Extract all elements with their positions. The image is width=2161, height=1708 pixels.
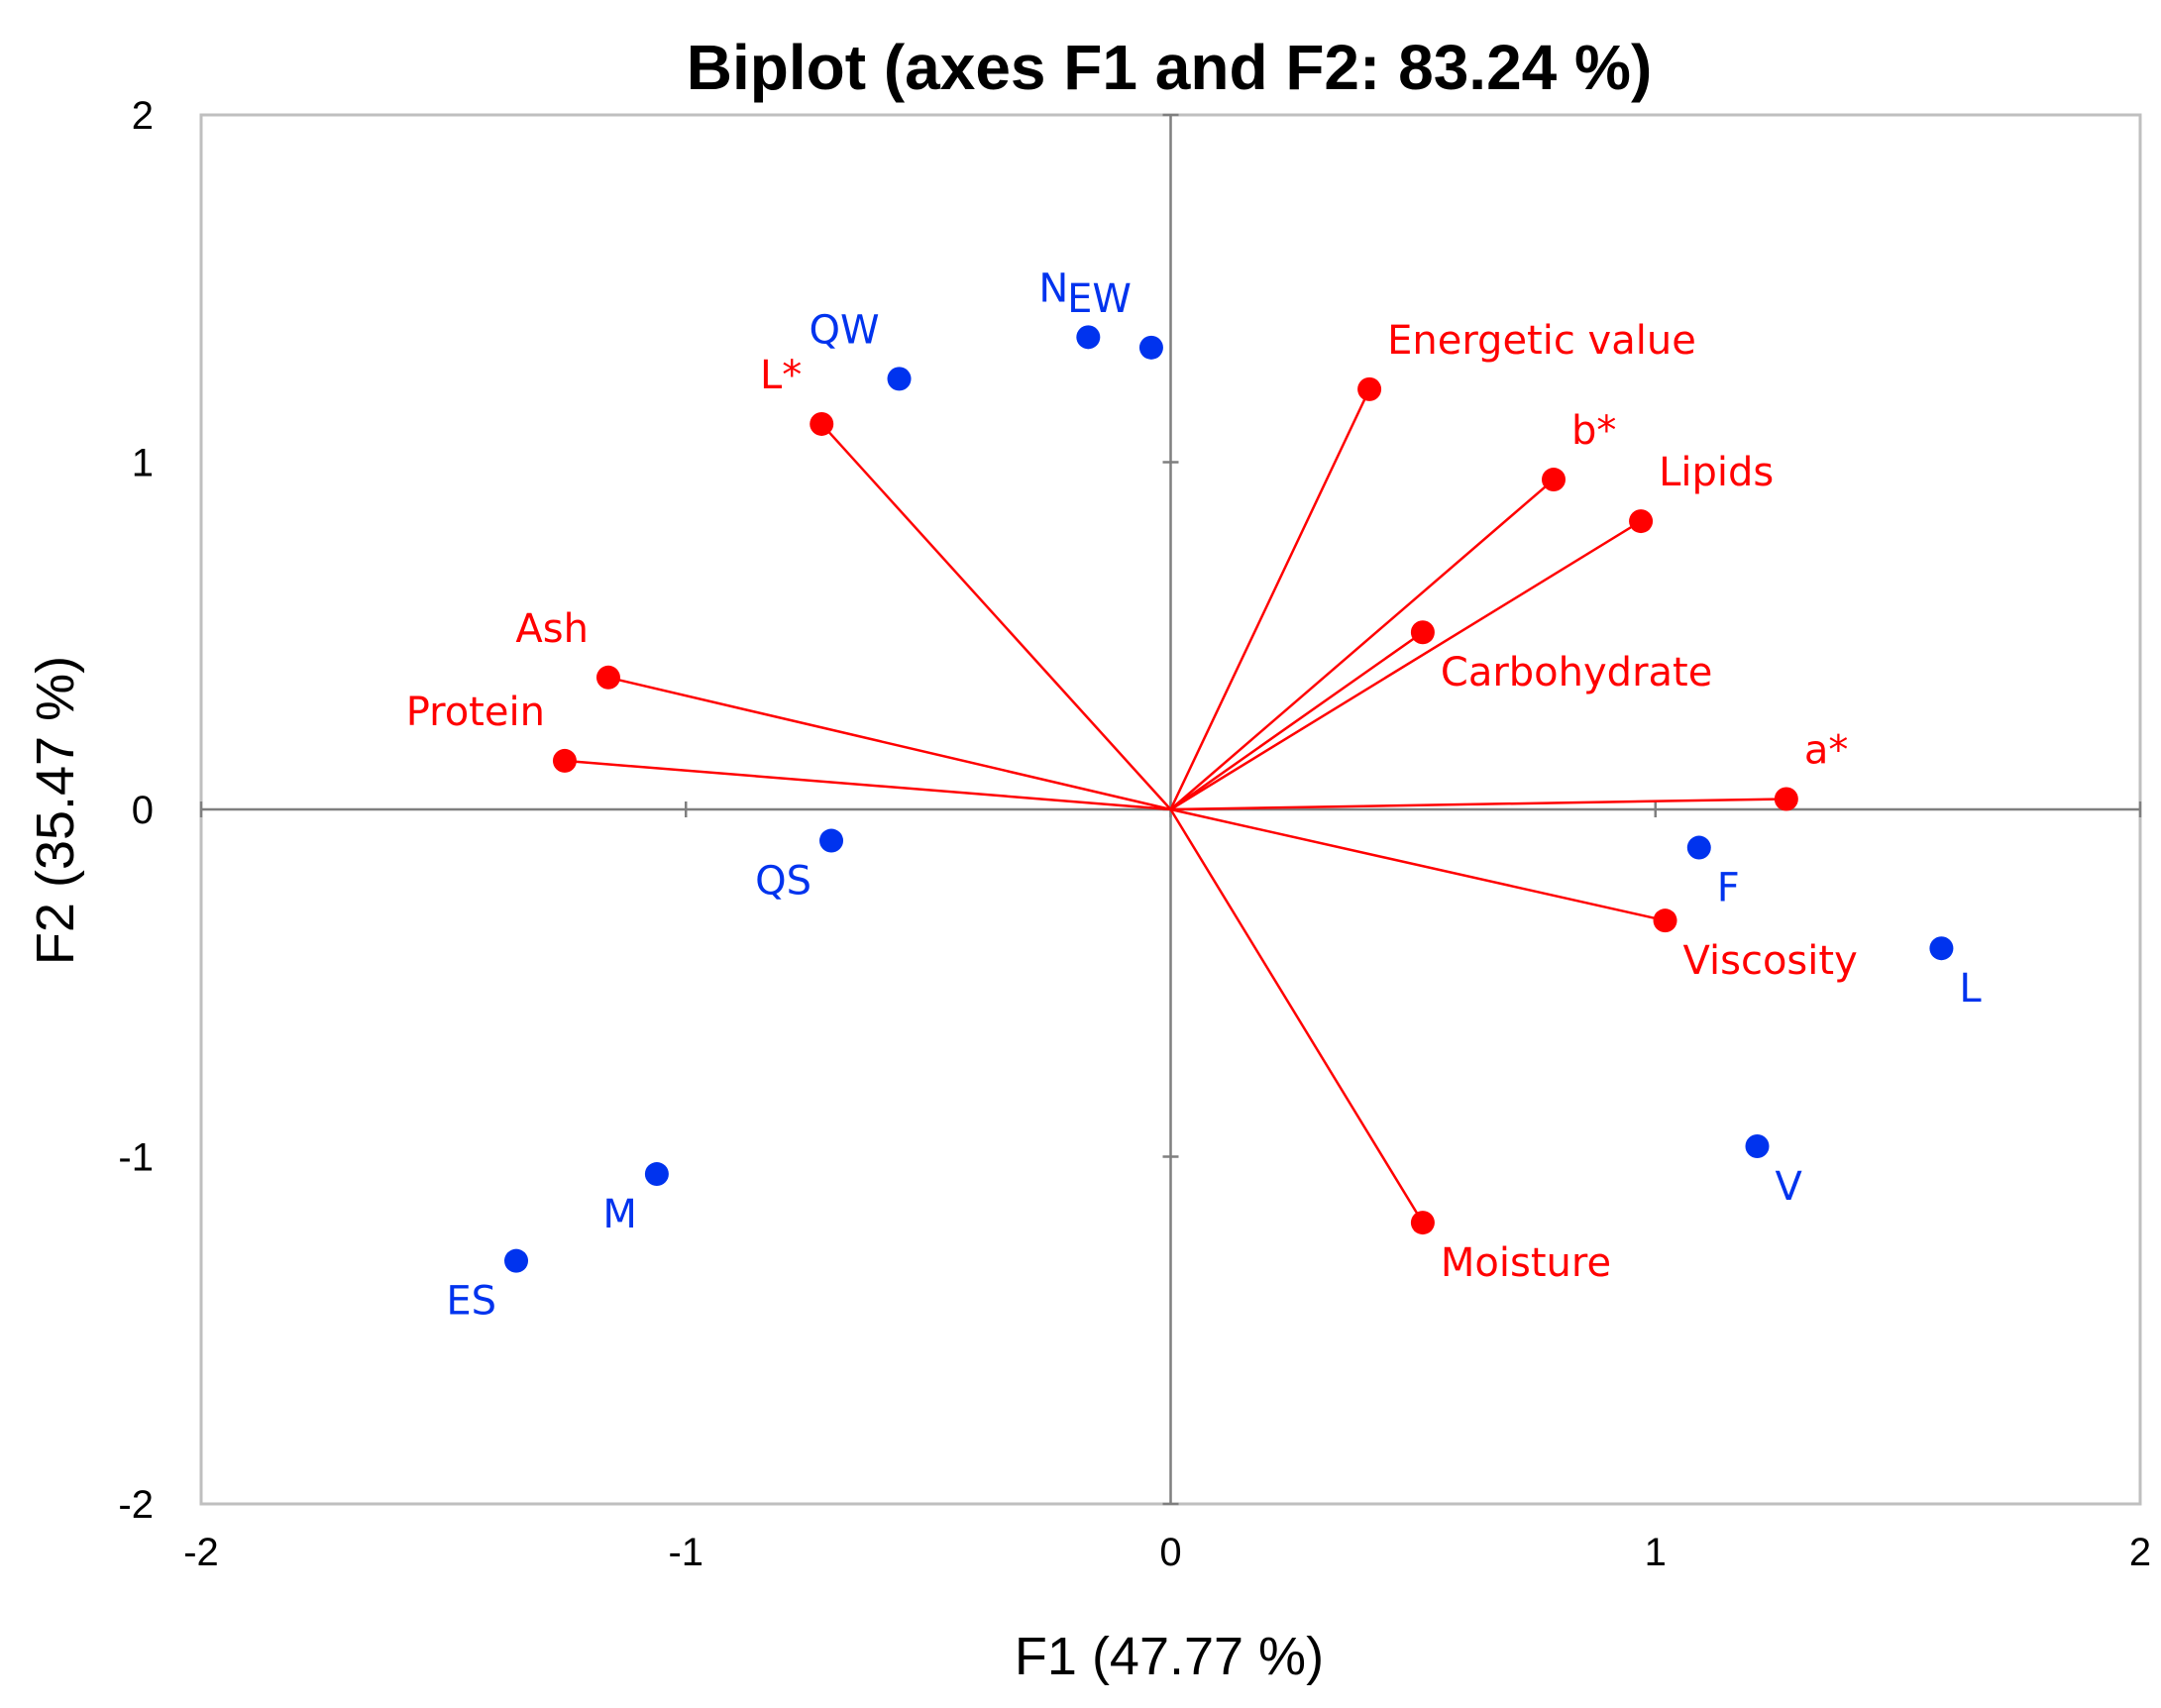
- label-carbohydrate: Carbohydrate: [1441, 650, 1712, 695]
- label-l-star: L*: [760, 353, 802, 398]
- label-qw: QW: [809, 307, 879, 353]
- vector-b-star: [1169, 479, 1555, 810]
- x-tick-label: -1: [668, 1531, 703, 1574]
- x-tick-label: 0: [1159, 1531, 1181, 1574]
- label-v: V: [1775, 1164, 1802, 1210]
- variable-vectors: [564, 388, 1786, 1224]
- label-moisture: Moisture: [1441, 1240, 1611, 1286]
- label-m: M: [602, 1192, 637, 1237]
- label-b-star: b*: [1571, 408, 1616, 454]
- vector-lipids: [1169, 520, 1642, 811]
- point-b-star: [1542, 468, 1567, 492]
- label-l: L: [1959, 966, 1982, 1012]
- point-carbohydrate: [1410, 620, 1435, 645]
- vector-carbohydrate: [1169, 631, 1424, 811]
- x-tick-label: 1: [1645, 1531, 1667, 1574]
- x-tick-label: 2: [2129, 1531, 2151, 1574]
- point-lipids: [1629, 509, 1654, 534]
- label-ew: EW: [1067, 276, 1132, 322]
- point-ash: [595, 665, 620, 690]
- axis-ticks: -2 -1 0 1 2 -2 -1 0 1 2: [118, 94, 2151, 1574]
- vector-ash: [607, 676, 1171, 811]
- label-qs: QS: [755, 859, 811, 905]
- y-tick-label: 0: [132, 789, 154, 832]
- x-tick-label: -2: [183, 1531, 219, 1574]
- point-labels: L* Energetic value b* Lipids Carbohydrate Ash…: [406, 266, 1983, 1324]
- vector-viscosity: [1170, 807, 1666, 922]
- label-viscosity: Viscosity: [1683, 938, 1858, 984]
- point-m: [644, 1162, 669, 1187]
- y-tick-label: 1: [132, 442, 154, 485]
- data-points: [504, 325, 1954, 1273]
- y-tick-label: -2: [118, 1483, 154, 1527]
- label-lipids: Lipids: [1659, 450, 1774, 495]
- chart-title: Biplot (axes F1 and F2: 83.24 %): [687, 32, 1653, 103]
- label-protein: Protein: [406, 690, 545, 735]
- point-ew: [1138, 335, 1163, 360]
- point-es: [504, 1248, 529, 1273]
- point-qs: [819, 828, 844, 853]
- label-energetic-value: Energetic value: [1387, 318, 1696, 364]
- point-moisture: [1410, 1211, 1435, 1235]
- point-l: [1929, 936, 1954, 961]
- label-ash: Ash: [515, 606, 589, 652]
- vector-moisture: [1169, 808, 1424, 1224]
- point-l-star: [810, 411, 834, 436]
- point-energetic-value: [1357, 376, 1382, 401]
- label-f: F: [1717, 866, 1740, 911]
- point-n: [1076, 325, 1101, 350]
- point-f: [1686, 835, 1711, 860]
- y-axis-title: F2 (35.47 %): [26, 656, 85, 965]
- point-qw: [887, 367, 912, 391]
- point-a-star: [1774, 787, 1798, 811]
- x-axis-title: F1 (47.77 %): [1015, 1627, 1324, 1686]
- vector-l-star: [820, 423, 1172, 810]
- y-tick-label: -1: [118, 1136, 154, 1180]
- vector-protein: [564, 759, 1171, 811]
- point-viscosity: [1653, 908, 1677, 933]
- label-a-star: a*: [1804, 727, 1849, 773]
- point-v: [1745, 1133, 1770, 1158]
- y-tick-label: 2: [132, 94, 154, 138]
- vector-a-star: [1170, 798, 1786, 811]
- label-es: ES: [446, 1279, 496, 1325]
- vector-energetic-value: [1169, 388, 1371, 810]
- label-n: N: [1038, 266, 1068, 311]
- point-protein: [552, 748, 577, 773]
